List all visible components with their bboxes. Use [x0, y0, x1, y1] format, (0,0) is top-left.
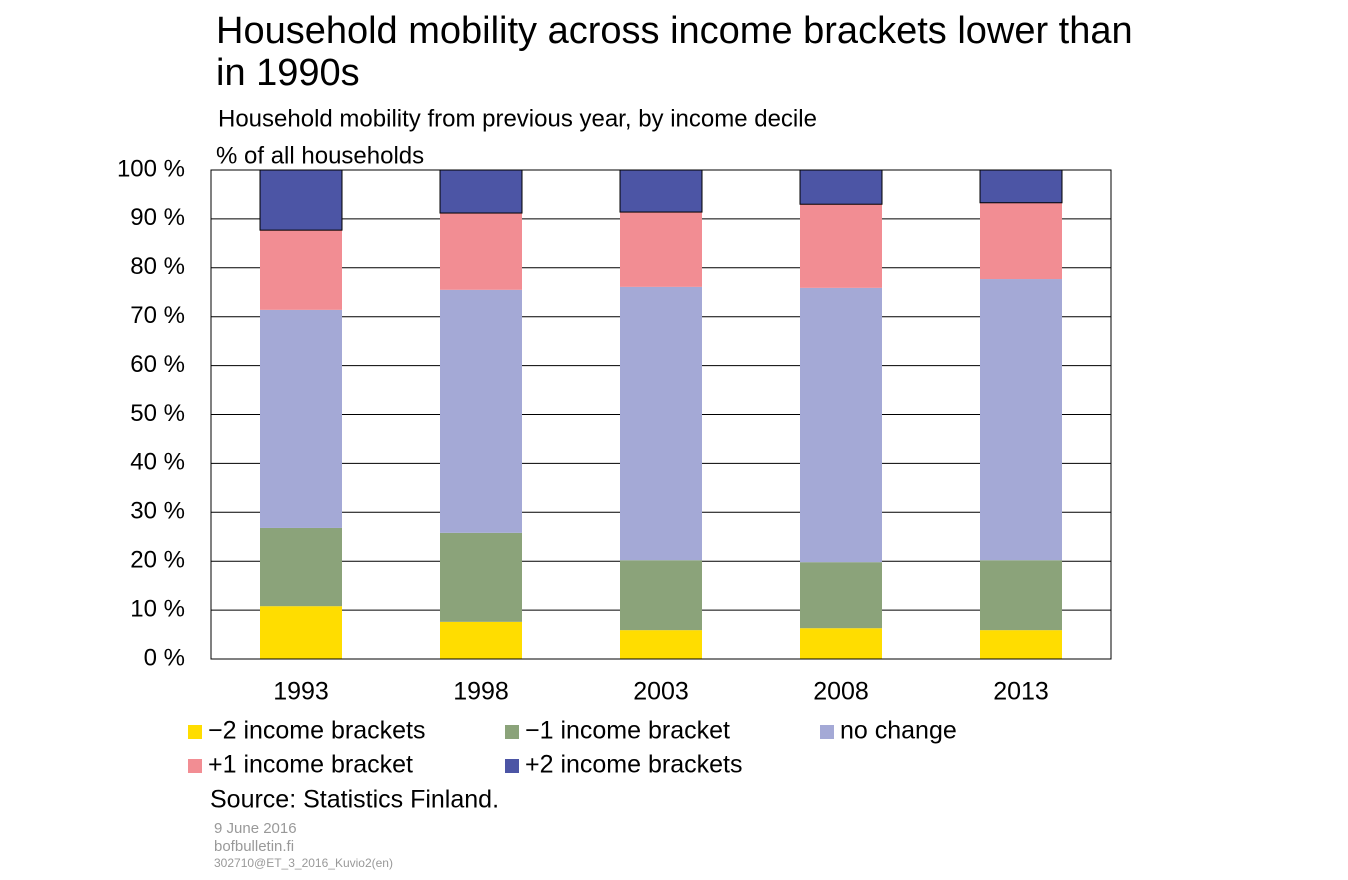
bar-segment	[619, 169, 703, 213]
y-tick-label: 30 %	[130, 498, 185, 525]
chart-title: Household mobility across income bracket…	[216, 10, 1133, 94]
bar-segment	[980, 279, 1062, 561]
y-tick-label: 70 %	[130, 302, 185, 329]
bar-segment	[979, 169, 1063, 204]
x-tick-label: 1993	[273, 678, 329, 706]
bar-segment	[260, 527, 342, 607]
bar-segment	[440, 532, 522, 622]
y-tick-label: 60 %	[130, 351, 185, 378]
legend-swatch	[505, 725, 519, 739]
site: bofbulletin.fi	[214, 838, 294, 855]
bar-segment	[980, 202, 1062, 280]
y-tick-label: 0 %	[144, 644, 185, 671]
bar-segment	[620, 560, 702, 631]
legend-swatch	[188, 759, 202, 773]
y-tick-label: 100 %	[117, 155, 185, 182]
y-tick-label: 40 %	[130, 449, 185, 476]
date: 9 June 2016	[214, 820, 297, 837]
bar-segment	[260, 309, 342, 528]
legend-label: no change	[840, 717, 957, 745]
bar-segment	[800, 204, 882, 288]
bar-segment	[440, 213, 522, 290]
y-tick-label: 50 %	[130, 400, 185, 427]
x-tick-label: 1998	[453, 678, 509, 706]
subtitle: Household mobility from previous year, b…	[218, 105, 817, 132]
legend-label: −2 income brackets	[208, 717, 425, 745]
bar-segment	[620, 630, 702, 659]
legend-swatch	[188, 725, 202, 739]
bar-segment	[800, 562, 882, 629]
legend-label: +1 income bracket	[208, 751, 413, 779]
bar-segment	[259, 169, 343, 231]
legend-label: +2 income brackets	[525, 751, 742, 779]
source: Source: Statistics Finland.	[210, 786, 499, 814]
bar-segment	[980, 630, 1062, 659]
bar-segment	[439, 169, 523, 214]
code: 302710@ET_3_2016_Kuvio2(en)	[214, 856, 393, 870]
x-tick-label: 2008	[813, 678, 869, 706]
bar-segment	[440, 289, 522, 533]
bar-segment	[980, 560, 1062, 631]
bar-segment	[260, 230, 342, 310]
bar-segment	[620, 212, 702, 287]
y-tick-label: 10 %	[130, 595, 185, 622]
legend-swatch	[820, 725, 834, 739]
bar-segment	[440, 621, 522, 659]
bar-segment	[799, 169, 883, 205]
legend-label: −1 income bracket	[525, 717, 730, 745]
plot-frame	[210, 169, 1112, 660]
x-tick-label: 2003	[633, 678, 689, 706]
bar-segment	[800, 628, 882, 659]
y-axis-label: % of all households	[216, 142, 424, 169]
y-tick-label: 20 %	[130, 547, 185, 574]
bar-segment	[800, 287, 882, 563]
bar-segment	[620, 286, 702, 561]
bar-segment	[260, 606, 342, 659]
y-tick-label: 80 %	[130, 253, 185, 280]
legend-swatch	[505, 759, 519, 773]
x-tick-label: 2013	[993, 678, 1049, 706]
y-tick-label: 90 %	[130, 204, 185, 231]
